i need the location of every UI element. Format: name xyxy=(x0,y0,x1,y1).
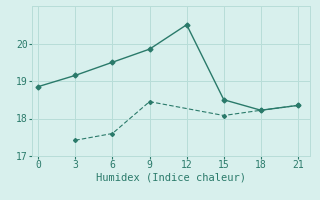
X-axis label: Humidex (Indice chaleur): Humidex (Indice chaleur) xyxy=(96,173,246,183)
